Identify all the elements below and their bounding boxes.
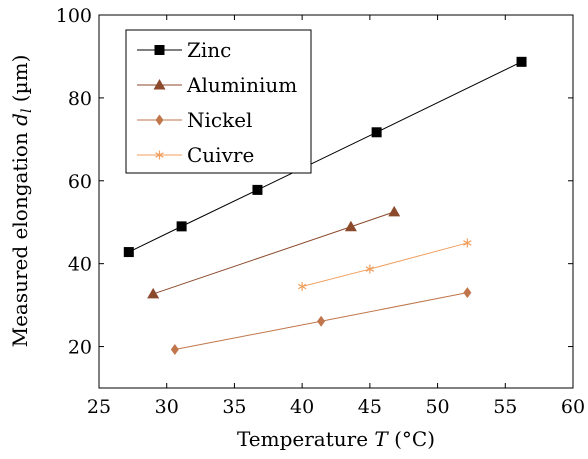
legend-marker (153, 79, 166, 90)
plot-frame (98, 14, 574, 389)
x-axis-title: Temperature T (°C) (237, 427, 435, 451)
legend-item: Nickel (137, 108, 252, 132)
data-point (317, 315, 326, 327)
legend-item: Zinc (137, 38, 231, 62)
legend-label: Cuivre (187, 143, 254, 167)
legend-label: Nickel (187, 108, 252, 132)
legend-label: Aluminium (186, 73, 297, 97)
data-point (344, 220, 357, 232)
legend-marker (155, 114, 164, 126)
data-point (147, 287, 160, 299)
data-point (176, 221, 187, 232)
x-tick-label: 50 (425, 396, 449, 418)
data-point (252, 184, 263, 195)
y-tick-label: 60 (68, 171, 92, 193)
legend-marker (154, 45, 165, 55)
axis-ticks: 25 30 35 40 45 50 55 60 20 40 60 80 100 (56, 5, 585, 418)
x-tick-label: 60 (561, 396, 585, 418)
data-point (297, 281, 307, 291)
y-tick-label: 80 (68, 88, 92, 110)
data-point (463, 238, 472, 248)
data-point (123, 247, 134, 258)
data-point (365, 264, 375, 274)
x-tick-label: 45 (358, 396, 382, 418)
series-layer (123, 56, 527, 355)
y-tick-label: 20 (68, 337, 92, 359)
legend-label: Zinc (187, 38, 231, 62)
legend-marker (155, 150, 164, 160)
x-tick-label: 40 (290, 396, 314, 418)
series-line (302, 242, 468, 287)
data-point (463, 287, 472, 299)
series-zinc (123, 56, 527, 258)
x-tick-label: 30 (155, 396, 179, 418)
y-tick-label: 100 (56, 5, 92, 27)
data-point (371, 127, 382, 138)
data-point (170, 343, 179, 355)
x-tick-label: 55 (493, 396, 517, 418)
y-axis-title: Measured elongation dl (µm) (8, 55, 35, 348)
series-line (153, 211, 395, 295)
legend: Zinc Aluminium Nickel Cuivre (125, 29, 312, 174)
series-cuivre (297, 238, 472, 291)
legend-item: Cuivre (137, 143, 254, 167)
y-tick-label: 40 (68, 254, 92, 276)
x-tick-label: 35 (222, 396, 246, 418)
data-point (516, 56, 527, 67)
data-point (388, 205, 401, 217)
x-tick-label: 25 (87, 396, 111, 418)
legend-item: Aluminium (137, 73, 297, 97)
series-nickel (170, 287, 472, 355)
series-aluminium (147, 205, 401, 299)
